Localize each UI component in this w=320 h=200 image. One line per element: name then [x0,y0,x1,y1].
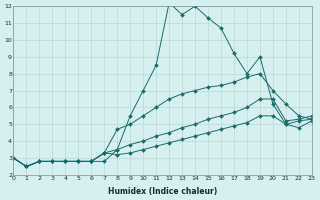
X-axis label: Humidex (Indice chaleur): Humidex (Indice chaleur) [108,187,217,196]
